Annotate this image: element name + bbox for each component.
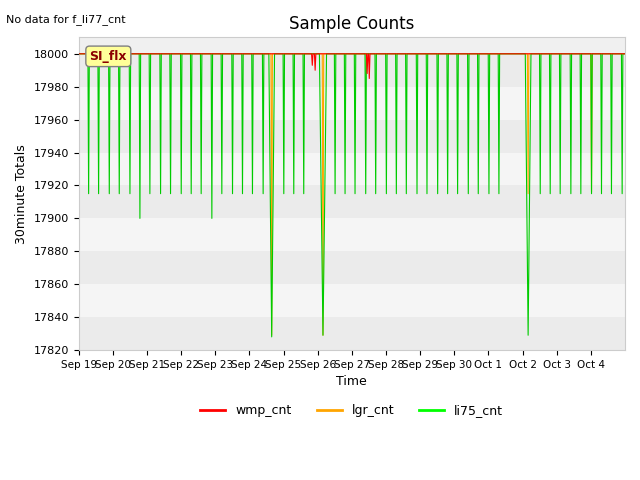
Bar — [79, 120, 625, 153]
X-axis label: Time: Time — [337, 375, 367, 388]
Bar — [79, 317, 625, 350]
Text: SI_flx: SI_flx — [90, 50, 127, 63]
Bar — [79, 185, 625, 218]
Text: No data for f_li77_cnt: No data for f_li77_cnt — [6, 14, 126, 25]
Y-axis label: 30minute Totals: 30minute Totals — [15, 144, 28, 243]
Bar — [79, 54, 625, 87]
Bar — [79, 252, 625, 284]
Title: Sample Counts: Sample Counts — [289, 15, 415, 33]
Legend: wmp_cnt, lgr_cnt, li75_cnt: wmp_cnt, lgr_cnt, li75_cnt — [195, 399, 508, 422]
Bar — [79, 153, 625, 185]
Bar — [79, 284, 625, 317]
Bar — [79, 218, 625, 252]
Bar — [79, 87, 625, 120]
